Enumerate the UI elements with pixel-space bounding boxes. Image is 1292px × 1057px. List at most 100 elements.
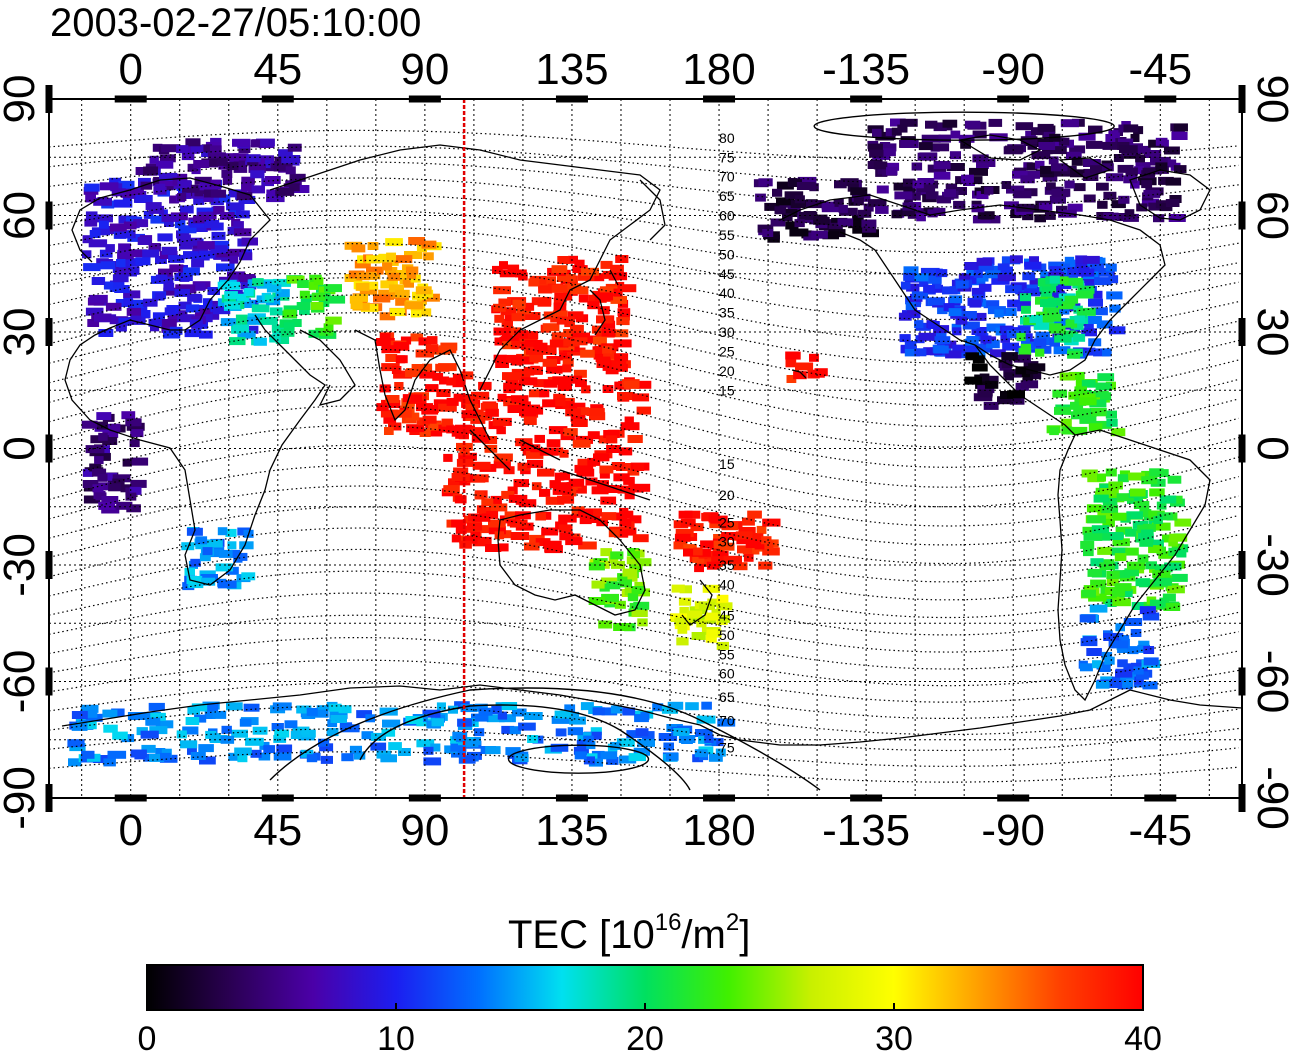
colorbar-tick-label: 0 [138, 1020, 157, 1057]
tec-cell [1155, 137, 1168, 146]
tec-cell [933, 345, 949, 354]
tec-cell [354, 260, 371, 269]
contour-label-north: 50 [719, 246, 735, 262]
tec-cell [125, 418, 142, 427]
tec-cell [215, 563, 233, 572]
tec-cell [1098, 268, 1114, 277]
tec-cell [1111, 200, 1126, 209]
tec-cell [423, 757, 442, 766]
tec-cell [676, 637, 689, 646]
tec-cell [1089, 290, 1103, 299]
tec-cell [580, 267, 599, 276]
tec-cell [796, 182, 816, 190]
tec-cell [1080, 638, 1098, 647]
tec-cell [1013, 354, 1031, 363]
tec-cell [349, 745, 362, 754]
tec-cell [587, 431, 600, 440]
tec-cell [1088, 338, 1102, 347]
tec-cell [379, 312, 396, 321]
tec-cell [1123, 124, 1139, 133]
magnetic-contour [49, 385, 1239, 488]
magnetic-contour [49, 226, 1239, 298]
tec-cell [795, 362, 814, 371]
tec-cell [228, 752, 246, 761]
tec-cell [351, 244, 366, 253]
tec-cell [1142, 167, 1156, 176]
tec-cell [591, 486, 609, 495]
tec-cell [553, 393, 566, 402]
tec-cell [212, 306, 231, 315]
tec-cell [1073, 321, 1084, 330]
tec-cell [539, 389, 550, 398]
tec-cell [1033, 321, 1050, 330]
tec-cell [1035, 348, 1045, 357]
tec-cell [130, 749, 147, 758]
tec-cell [326, 728, 339, 737]
tec-cell [1116, 493, 1134, 502]
tec-cell [210, 197, 224, 206]
coastline-north-america [779, 194, 1166, 376]
tec-cell [626, 730, 644, 739]
tec-cell [776, 197, 795, 206]
tec-cell [966, 336, 979, 344]
tec-cell [1119, 589, 1133, 598]
tec-cell [562, 364, 572, 373]
tec-cell [1114, 553, 1127, 562]
tec-cell [1112, 512, 1127, 521]
tec-cell [1049, 325, 1066, 334]
tec-cell [557, 495, 575, 504]
tec-cell [102, 437, 118, 445]
tec-cell [380, 333, 391, 342]
tec-cell [890, 118, 906, 127]
tec-cell [1122, 679, 1133, 688]
magnetic-contour [49, 145, 1239, 185]
tec-cell [633, 463, 645, 471]
tec-cell [220, 318, 236, 327]
contour-label-south: 40 [719, 576, 735, 592]
tec-cell [850, 187, 868, 196]
tec-cell [553, 297, 567, 306]
tec-cell [784, 191, 804, 200]
tec-cell [634, 714, 649, 723]
tec-cell [755, 193, 766, 202]
tec-cell [904, 341, 917, 349]
tec-cell [155, 183, 166, 192]
tec-cell [553, 302, 567, 311]
tec-cell [1168, 214, 1186, 222]
tec-cell [410, 394, 423, 403]
tec-cell [551, 265, 568, 274]
tec-cell [273, 278, 291, 287]
tec-cell [1106, 571, 1120, 579]
tec-cell [878, 148, 896, 157]
contour-label-north: 25 [719, 343, 735, 359]
tec-cell [552, 310, 568, 319]
contour-label-south: 65 [719, 689, 735, 705]
tec-cell [81, 750, 95, 759]
tec-cell [182, 726, 199, 735]
tec-cell [113, 199, 133, 208]
tec-cell [1090, 558, 1104, 567]
tec-cell [472, 538, 491, 547]
tec-cell [594, 292, 614, 301]
tec-cell [289, 173, 306, 182]
tec-cell [272, 702, 292, 711]
bottom-lon-label: 90 [400, 806, 449, 855]
tec-cell [1148, 510, 1165, 519]
colorbar-tick-label: 20 [626, 1020, 664, 1057]
tec-cell [627, 435, 643, 443]
tec-cell [1020, 380, 1039, 389]
tec-cell [201, 158, 219, 167]
tec-cell [415, 349, 434, 358]
tec-cell [1067, 350, 1081, 359]
tec-cell [618, 447, 633, 456]
tec-cell [190, 752, 206, 760]
tec-cell [563, 338, 579, 347]
tec-cell [972, 355, 985, 364]
tec-cell [679, 606, 689, 615]
tec-cell [903, 186, 916, 195]
tec-cell [614, 353, 629, 362]
tec-cell [867, 143, 883, 152]
tec-cell [453, 467, 469, 476]
tec-cell [891, 210, 903, 219]
tec-cell [481, 498, 494, 507]
